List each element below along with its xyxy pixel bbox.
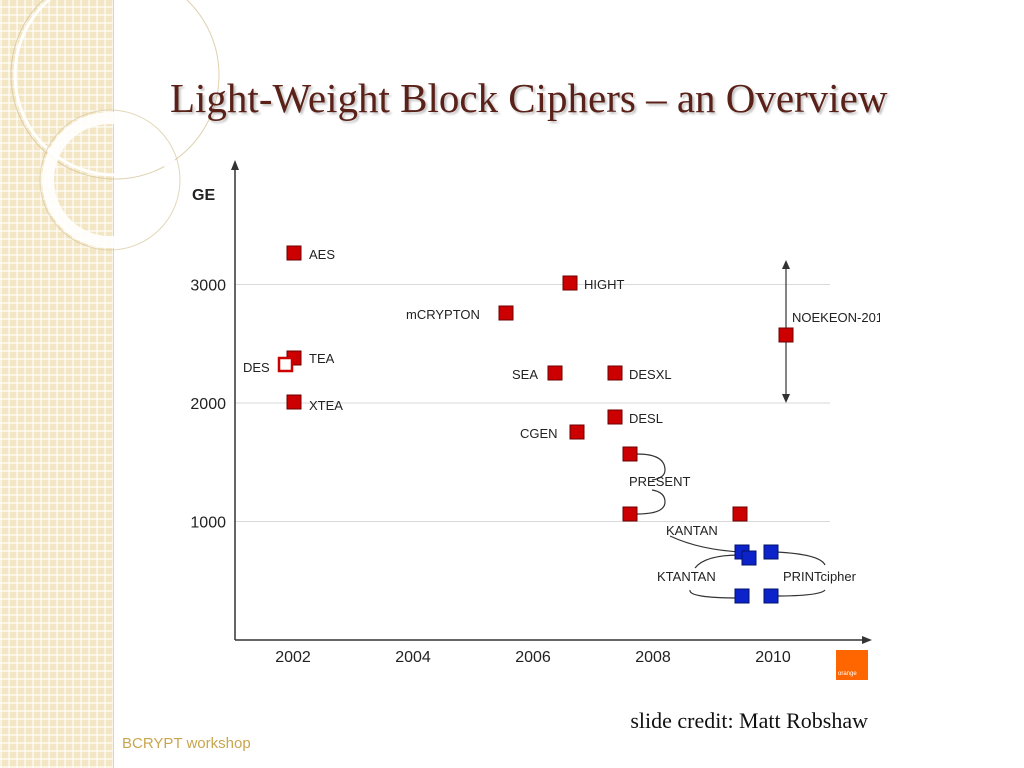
point-labels: AES TEA DES XTEA mCRYPTON HIGHT SEA CGEN… <box>243 247 880 584</box>
decorative-rings <box>10 0 220 251</box>
label-desl: DESL <box>629 411 663 426</box>
y-tick-1000: 1000 <box>190 515 226 532</box>
marker-printcipher-1 <box>763 544 779 560</box>
decorative-sidebar <box>0 0 114 768</box>
printcipher-connector-bottom <box>774 589 826 597</box>
marker-present-1 <box>622 446 638 462</box>
label-mcrypton: mCRYPTON <box>406 307 480 322</box>
label-present: PRESENT <box>629 474 690 489</box>
orange-logo-text: orange <box>838 671 857 677</box>
marker-sea <box>547 365 563 381</box>
gridlines <box>235 284 830 522</box>
footer-text: BCRYPT workshop <box>122 735 251 752</box>
y-axis-arrow <box>231 160 239 170</box>
printcipher-connector-top <box>774 551 826 566</box>
present-bracket-lower <box>636 489 666 515</box>
marker-desl <box>607 409 623 425</box>
noekeon-arrow-down <box>782 394 790 403</box>
x-tick-labels: 2002 2004 2006 2008 2010 <box>275 649 791 666</box>
x-tick-2004: 2004 <box>395 649 431 666</box>
marker-printcipher-2 <box>763 588 779 604</box>
x-tick-2010: 2010 <box>755 649 791 666</box>
label-hight: HIGHT <box>584 277 625 292</box>
label-aes: AES <box>309 247 335 262</box>
present-bracket <box>636 453 666 481</box>
cipher-scatter-chart: GE 1000 2000 3000 2002 2004 2006 2008 2010 <box>190 160 880 666</box>
slide-title: Light-Weight Block Ciphers – an Overview <box>170 75 888 121</box>
marker-ktantan-3 <box>734 588 750 604</box>
marker-mcrypton <box>498 305 514 321</box>
marker-xtea <box>286 394 302 410</box>
label-noekeon: NOEKEON-2010 <box>792 310 880 325</box>
y-tick-2000: 2000 <box>190 396 226 413</box>
marker-aes <box>286 245 302 261</box>
marker-cgen <box>569 424 585 440</box>
label-kantan: KANTAN <box>666 523 718 538</box>
chart-axes: GE <box>192 160 872 644</box>
orange-logo: orange <box>836 650 868 680</box>
label-desxl: DESXL <box>629 367 672 382</box>
ktantan-connector-top <box>694 554 741 569</box>
marker-desxl <box>607 365 623 381</box>
y-axis-label: GE <box>192 187 215 204</box>
y-tick-labels: 1000 2000 3000 <box>190 278 226 532</box>
y-tick-3000: 3000 <box>190 278 226 295</box>
slide-credit: slide credit: Matt Robshaw <box>630 708 868 733</box>
marker-hight <box>562 275 578 291</box>
marker-ktantan-2 <box>741 550 757 566</box>
label-ktantan: KTANTAN <box>657 569 716 584</box>
x-tick-2008: 2008 <box>635 649 671 666</box>
marker-present-2 <box>622 506 638 522</box>
label-tea: TEA <box>309 351 335 366</box>
marker-noekeon <box>778 327 794 343</box>
x-tick-2006: 2006 <box>515 649 551 666</box>
label-xtea: XTEA <box>309 398 343 413</box>
noekeon-arrow-up <box>782 260 790 269</box>
ktantan-connector-bottom <box>689 589 741 599</box>
x-axis-arrow <box>862 636 872 644</box>
label-des: DES <box>243 360 270 375</box>
x-tick-2002: 2002 <box>275 649 311 666</box>
marker-kantan <box>732 506 748 522</box>
markers <box>277 245 794 604</box>
label-sea: SEA <box>512 367 538 382</box>
label-printcipher: PRINTcipher <box>783 569 857 584</box>
marker-des <box>277 356 294 373</box>
label-cgen: CGEN <box>520 426 558 441</box>
kantan-connector <box>669 535 743 553</box>
